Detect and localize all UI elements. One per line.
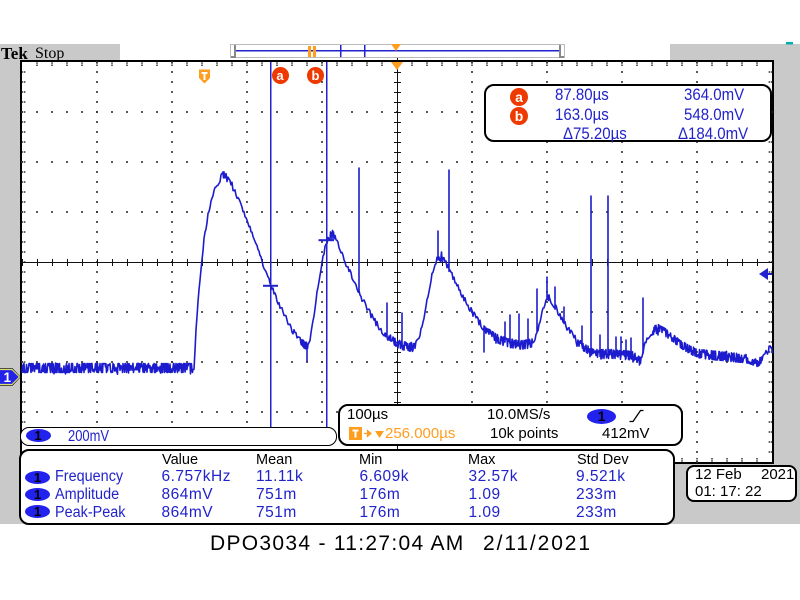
svg-text:1: 1 <box>4 370 12 385</box>
